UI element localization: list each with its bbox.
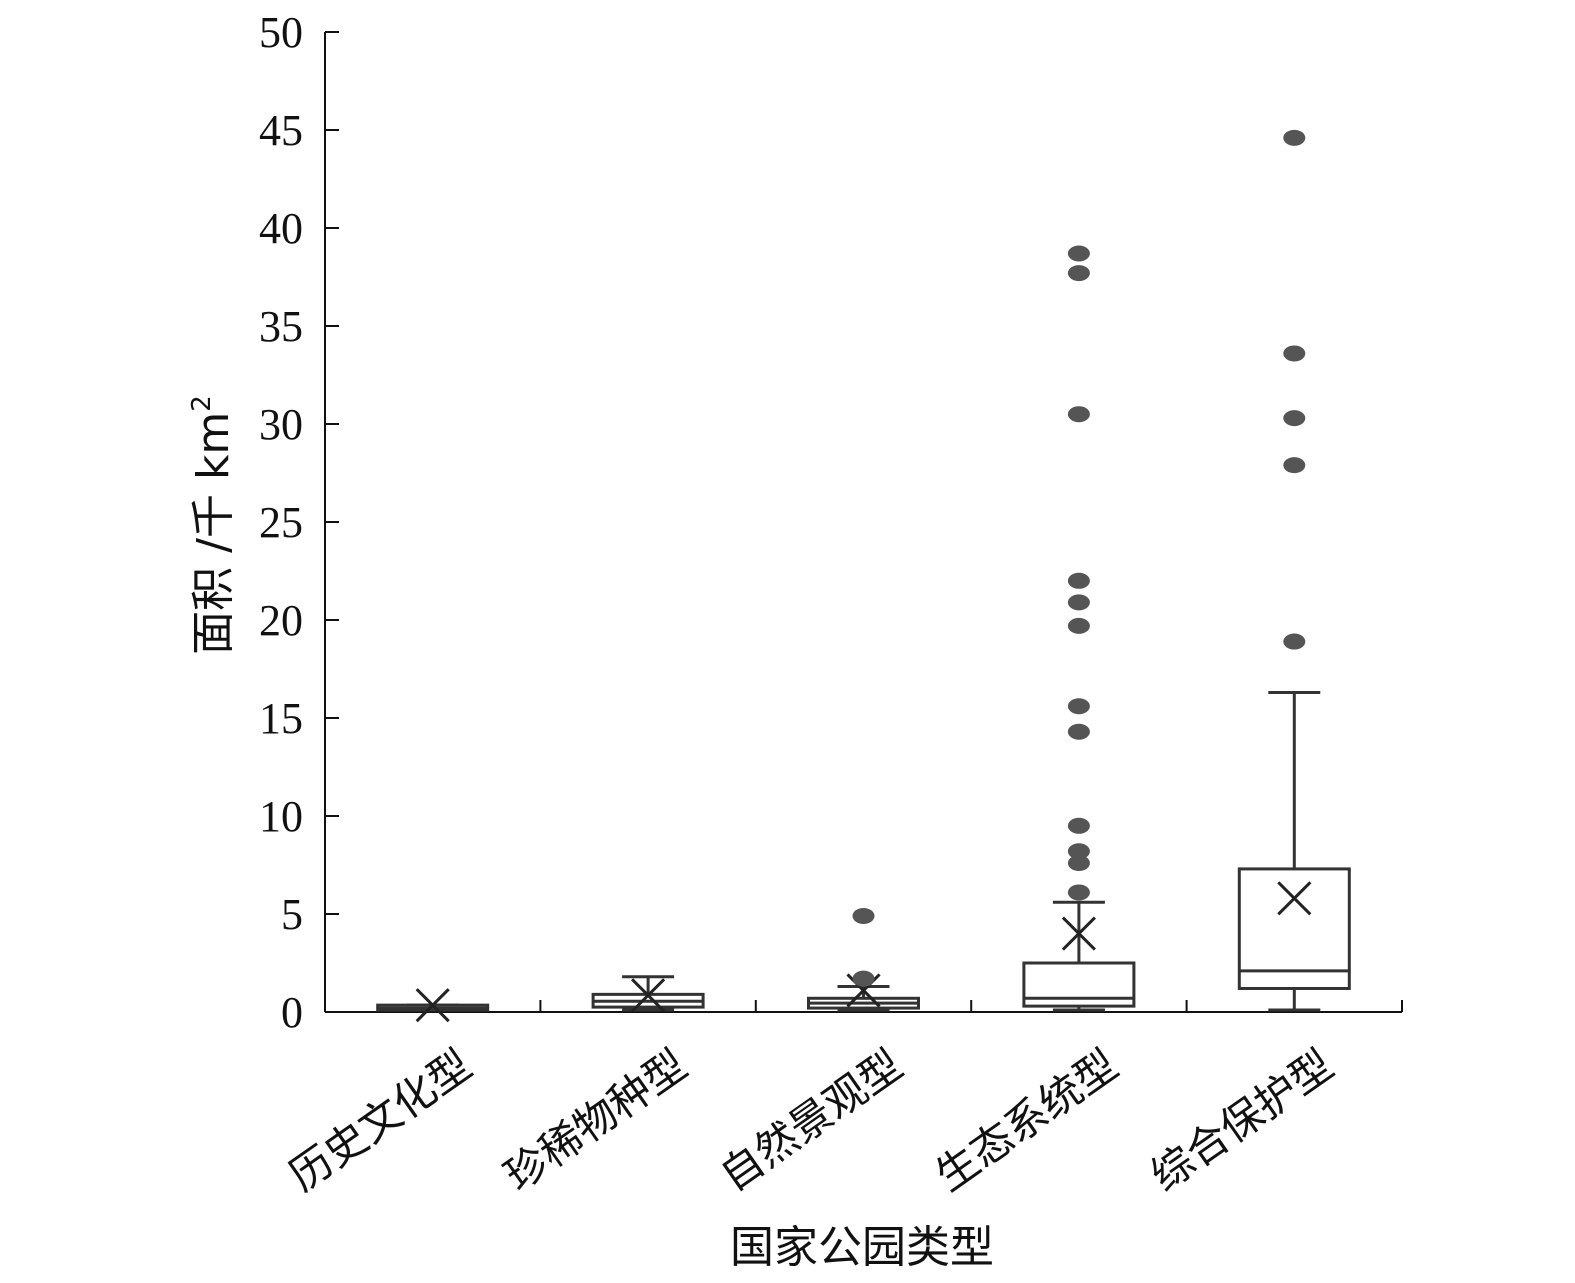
outlier-point <box>1067 572 1090 589</box>
x-axis-title: 国家公园类型 <box>730 1222 994 1273</box>
y-tick-label: 50 <box>259 8 303 57</box>
y-axis-title-text: 面积 /千 km <box>188 412 239 655</box>
y-tick-label: 45 <box>259 106 303 155</box>
y-tick-label: 20 <box>259 596 303 645</box>
x-category-label: 历史文化型 <box>280 1040 480 1201</box>
outlier-point <box>1283 410 1306 427</box>
outlier-point <box>1067 594 1090 611</box>
outlier-point <box>1283 457 1306 474</box>
box-iqr <box>1237 867 1351 990</box>
y-tick-label: 5 <box>281 890 303 939</box>
outlier-point <box>852 907 875 924</box>
outlier-point <box>1067 884 1090 901</box>
y-tick-label: 0 <box>281 988 303 1037</box>
outlier-point <box>1067 698 1090 715</box>
x-category-label: 生态系统型 <box>926 1040 1126 1201</box>
y-tick-label: 25 <box>259 498 303 547</box>
boxes-layer <box>376 129 1351 1023</box>
outlier-point <box>1067 855 1090 872</box>
box-group <box>591 975 705 1013</box>
mean-marker <box>415 988 450 1023</box>
y-tick-label: 40 <box>259 204 303 253</box>
x-category-label: 自然景观型 <box>711 1040 911 1201</box>
outlier-point <box>1283 345 1306 362</box>
y-axis-title-superscript: 2 <box>187 395 217 412</box>
x-category-label: 珍稀物种型 <box>496 1040 696 1201</box>
y-tick-label: 15 <box>259 694 303 743</box>
outlier-point <box>1067 843 1090 860</box>
box-group <box>1237 129 1351 1012</box>
mean-marker <box>1277 881 1312 916</box>
box-group <box>1022 245 1136 1012</box>
y-tick-label: 10 <box>259 792 303 841</box>
outlier-point <box>1067 723 1090 740</box>
outlier-point <box>1067 617 1090 634</box>
axes-layer <box>324 31 1403 1013</box>
box-group <box>376 988 490 1023</box>
outlier-point <box>1283 129 1306 146</box>
outlier-point <box>1067 817 1090 834</box>
y-axis-title: 面积 /千 km2 <box>187 395 239 655</box>
y-tick-label: 30 <box>259 400 303 449</box>
y-tick-label: 35 <box>259 302 303 351</box>
outlier-point <box>1283 633 1306 650</box>
box-group <box>807 907 920 1012</box>
mean-marker <box>631 978 666 1013</box>
x-category-label: 综合保护型 <box>1142 1040 1342 1201</box>
outlier-point <box>1067 265 1090 282</box>
outlier-point <box>852 970 875 987</box>
outlier-point <box>1067 245 1090 262</box>
labels-layer: 0 5 10 15 20 25 30 35 40 45 50 历史文化型 珍稀物种型 自然景观型 生态系统型… <box>187 8 1342 1273</box>
mean-marker <box>1061 916 1096 951</box>
outlier-point <box>1067 406 1090 423</box>
